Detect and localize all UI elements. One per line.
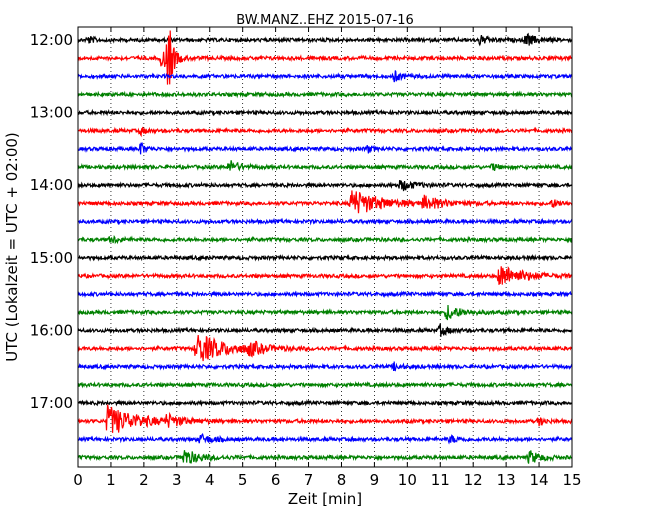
x-tick-label: 6 [271,471,281,489]
traces [77,30,573,464]
y-tick-label: 12:00 [30,31,73,49]
trace-1630 [77,361,573,372]
x-tick-label: 15 [562,471,581,489]
y-tick-label: 17:00 [30,394,73,412]
x-tick-label: 2 [139,471,149,489]
trace-1700 [77,399,573,408]
trace-1200 [77,32,573,47]
x-tick-label: 10 [398,471,417,489]
x-tick-label: 9 [370,471,380,489]
x-tick-label: 11 [431,471,450,489]
trace-1315 [77,126,573,138]
y-tick-label: 13:00 [30,104,73,122]
trace-1215 [77,30,573,85]
x-tick-label: 7 [304,471,314,489]
trace-1645 [77,380,573,389]
trace-1230 [77,70,573,83]
trace-1545 [77,304,573,321]
x-tick-label: 8 [337,471,347,489]
x-tick-label: 14 [530,471,549,489]
trace-1615 [77,334,573,362]
plot-frame [77,26,573,468]
x-tick-label: 12 [464,471,483,489]
y-axis-label: UTC (Lokalzeit = UTC + 02:00) [3,132,21,362]
trace-1745 [77,450,573,464]
trace-1430 [77,217,573,226]
trace-1600 [77,323,573,337]
trace-1500 [77,253,573,262]
trace-1400 [77,179,573,192]
y-tick-label: 15:00 [30,249,73,267]
trace-1715 [77,404,573,433]
y-axis: 12:00 13:00 14:00 15:00 16:00 17:00 [30,31,572,412]
x-tick-label: 3 [172,471,182,489]
trace-1415 [77,190,573,214]
trace-1345 [77,160,573,172]
chart-title: BW.MANZ..EHZ 2015-07-16 [236,13,414,28]
x-tick-label: 1 [106,471,116,489]
trace-1445 [77,235,573,245]
trace-1245 [77,90,573,99]
x-tick-label: 5 [238,471,248,489]
trace-1530 [77,290,573,299]
x-tick-label: 13 [497,471,516,489]
trace-1330 [77,141,573,155]
x-axis: 0 1 2 3 4 5 6 7 8 9 10 11 12 13 14 15 [73,27,582,489]
trace-1730 [77,433,573,445]
x-tick-label: 4 [205,471,215,489]
y-tick-label: 14:00 [30,176,73,194]
x-tick-label: 0 [73,471,83,489]
grid-lines [110,27,540,467]
y-tick-label: 16:00 [30,321,73,339]
trace-1300 [77,108,573,117]
x-axis-label: Zeit [min] [288,490,362,508]
trace-1515 [77,265,572,285]
